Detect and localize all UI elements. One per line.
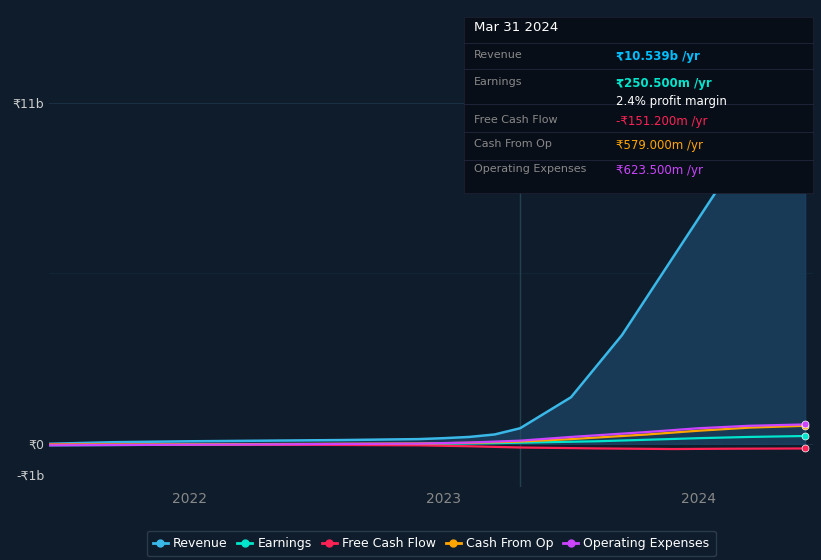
- Text: ₹579.000m /yr: ₹579.000m /yr: [616, 139, 703, 152]
- Text: Operating Expenses: Operating Expenses: [474, 164, 586, 174]
- Text: -₹151.200m /yr: -₹151.200m /yr: [616, 115, 707, 128]
- Text: 2.4% profit margin: 2.4% profit margin: [616, 95, 727, 108]
- Legend: Revenue, Earnings, Free Cash Flow, Cash From Op, Operating Expenses: Revenue, Earnings, Free Cash Flow, Cash …: [146, 531, 716, 557]
- Text: ₹10.539b /yr: ₹10.539b /yr: [616, 50, 699, 63]
- Text: Free Cash Flow: Free Cash Flow: [474, 115, 557, 125]
- Text: Earnings: Earnings: [474, 77, 522, 87]
- Text: Mar 31 2024: Mar 31 2024: [474, 21, 558, 34]
- Text: Cash From Op: Cash From Op: [474, 139, 552, 149]
- Text: Revenue: Revenue: [474, 50, 522, 60]
- Text: ₹250.500m /yr: ₹250.500m /yr: [616, 77, 712, 90]
- Text: ₹623.500m /yr: ₹623.500m /yr: [616, 164, 703, 176]
